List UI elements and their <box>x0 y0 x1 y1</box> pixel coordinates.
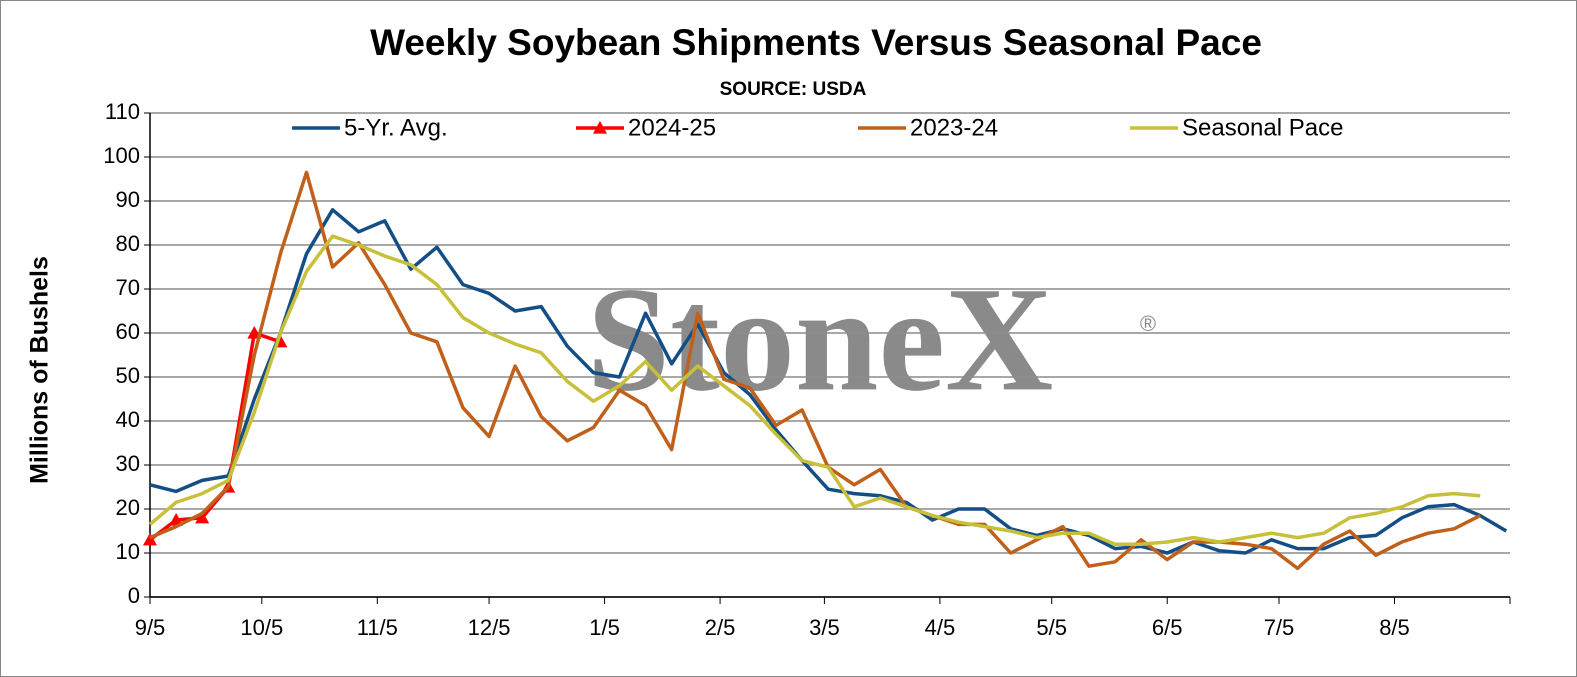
x-tick-label: 3/5 <box>809 615 840 640</box>
x-tick-label: 10/5 <box>240 615 283 640</box>
legend-label: Seasonal Pace <box>1182 114 1343 141</box>
y-tick-label: 50 <box>116 363 140 388</box>
y-tick-label: 30 <box>116 451 140 476</box>
y-tick-label: 90 <box>116 187 140 212</box>
watermark-mark: ® <box>1140 311 1156 336</box>
series-line <box>148 234 1481 546</box>
y-tick-label: 0 <box>128 583 140 608</box>
y-tick-label: 110 <box>105 99 140 124</box>
x-tick-label: 2/5 <box>705 615 736 640</box>
series-marker <box>143 532 157 546</box>
x-tick-label: 9/5 <box>135 615 166 640</box>
x-tick-label: 1/5 <box>589 615 620 640</box>
x-tick-label: 11/5 <box>357 615 398 640</box>
legend-item: 5-Yr. Avg. <box>292 114 448 141</box>
x-tick-label: 8/5 <box>1379 615 1410 640</box>
legend-label: 2023-24 <box>910 114 998 141</box>
series-line <box>149 208 1508 555</box>
y-tick-label: 70 <box>116 275 140 300</box>
legend-item: 2024-25 <box>576 114 716 141</box>
legend-marker <box>593 121 607 134</box>
legend-item: 2023-24 <box>858 114 998 141</box>
series-marker <box>195 510 210 524</box>
y-tick-label: 40 <box>116 407 140 432</box>
watermark: StoneX <box>587 256 1054 422</box>
x-tick-label: 12/5 <box>468 615 511 640</box>
legend-item: Seasonal Pace <box>1130 114 1343 141</box>
chart-subtitle: SOURCE: USDA <box>720 79 867 100</box>
x-tick-label: 6/5 <box>1152 615 1183 640</box>
y-tick-label: 80 <box>116 231 140 256</box>
series-marker <box>169 513 184 526</box>
x-tick-label: 4/5 <box>925 615 956 640</box>
y-axis-label: Millions of Bushels <box>26 256 54 484</box>
legend-label: 5-Yr. Avg. <box>344 114 448 141</box>
x-tick-label: 5/5 <box>1036 615 1067 640</box>
chart-title: Weekly Soybean Shipments Versus Seasonal… <box>370 22 1262 63</box>
legend-label: 2024-25 <box>628 114 716 141</box>
y-tick-label: 10 <box>116 539 140 564</box>
y-tick-label: 20 <box>116 495 140 520</box>
y-tick-label: 100 <box>103 143 140 168</box>
series-line <box>149 170 1481 571</box>
y-tick-label: 60 <box>116 319 140 344</box>
x-tick-label: 7/5 <box>1264 615 1295 640</box>
